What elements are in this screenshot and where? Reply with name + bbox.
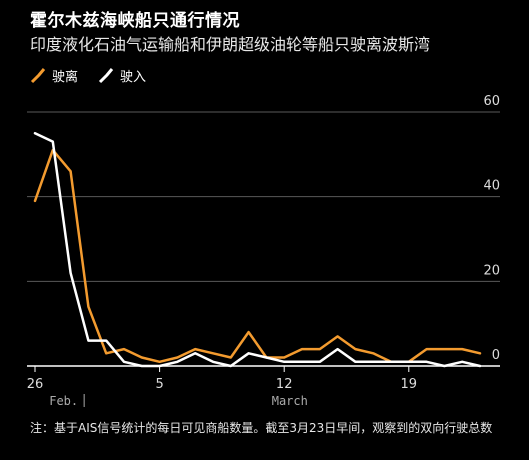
outbound-line-icon	[30, 68, 46, 84]
series-line-inbound	[33, 131, 482, 368]
legend: 驶离 驶入	[30, 65, 166, 85]
legend-label-outbound: 驶离	[52, 69, 79, 85]
series-line-outbound	[33, 148, 482, 364]
x-tick-label: 19	[401, 377, 418, 392]
y-tick-label: 20	[483, 263, 500, 278]
x-tick-label: 26	[27, 377, 44, 392]
chart-subtitle: 印度液化石油气运输船和伊朗超级油轮等船只驶离波斯湾	[30, 35, 431, 54]
legend-item-outbound: 驶离	[30, 66, 78, 85]
month-label: Feb.	[49, 394, 78, 408]
month-label: March	[272, 394, 308, 408]
chart-title: 霍尔木兹海峡船只通行情况	[30, 11, 240, 31]
y-tick-label: 0	[492, 348, 500, 363]
x-tick-label: 5	[155, 377, 163, 392]
y-tick-label: 60	[483, 94, 500, 109]
x-tick-label: 12	[276, 377, 293, 392]
inbound-line-icon	[98, 68, 114, 84]
y-tick-label: 40	[483, 179, 500, 194]
footnote: 注：基于AIS信号统计的每日可见商船数量。截至3月23日早间，观察到的双向行驶总…	[30, 421, 493, 435]
legend-label-inbound: 驶入	[120, 69, 147, 85]
legend-item-inbound: 驶入	[98, 66, 146, 85]
chart-plot: 0 20 40 60 26 5 12 19 Feb. March	[27, 94, 500, 408]
